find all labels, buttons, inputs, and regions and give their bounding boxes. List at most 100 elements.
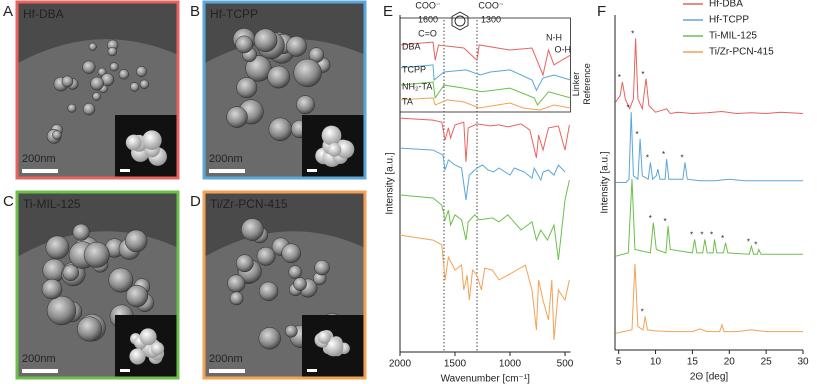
- particle: [235, 35, 253, 54]
- particle: [90, 76, 104, 91]
- panel-label: Ti-MIL-125: [23, 197, 81, 211]
- particle: [124, 229, 148, 253]
- particle: [293, 58, 322, 88]
- annotation: O-H: [555, 44, 572, 54]
- inset-scale-bar: [120, 169, 130, 172]
- x-tick-label: 25: [761, 357, 773, 368]
- legend-label: Ti/Zr-PCN-415: [709, 47, 774, 58]
- reference-label: DBA: [402, 41, 421, 51]
- series-line: [399, 41, 571, 77]
- particle: [61, 75, 74, 88]
- particle: [281, 243, 301, 264]
- micrograph: Hf-DBA 200nm: [15, 0, 180, 180]
- y-axis-label: Intensity [a.u.]: [385, 152, 396, 214]
- inset-scale-bar: [120, 369, 130, 372]
- particle: [46, 295, 77, 326]
- particle: [293, 277, 307, 291]
- peak-star: *: [700, 231, 703, 240]
- peak-star: *: [662, 150, 665, 159]
- peak-star: *: [754, 241, 757, 250]
- particle: [107, 46, 117, 57]
- x-axis-label: Wavenumber [cm⁻¹]: [441, 374, 531, 384]
- peak-star: *: [618, 73, 621, 82]
- particle: [227, 274, 246, 293]
- x-tick-label: 20: [724, 357, 736, 368]
- particle: [125, 284, 149, 308]
- scale-label: 200nm: [22, 153, 56, 165]
- inset-particle: [125, 134, 142, 151]
- micrograph: Ti/Zr-PCN-415 200nm: [202, 190, 367, 380]
- series-line: [399, 64, 571, 92]
- panel-label: Ti/Zr-PCN-415: [210, 197, 288, 211]
- annotation: Linker: [571, 72, 581, 97]
- series-line: [399, 81, 571, 106]
- x-tick-label: 15: [687, 357, 699, 368]
- peak-star: *: [636, 130, 639, 139]
- frame: [202, 190, 367, 380]
- series-line: [399, 147, 566, 201]
- inset-scale-bar: [307, 169, 317, 172]
- particle: [226, 106, 248, 128]
- particle: [296, 95, 315, 115]
- reference-line-label: 1600: [418, 14, 438, 24]
- particle: [267, 65, 290, 89]
- series-line: [399, 97, 571, 111]
- particle: [129, 82, 140, 92]
- particle: [83, 241, 110, 268]
- peak-star: *: [646, 154, 649, 163]
- reference-label: NH₂-TA: [402, 81, 432, 91]
- legend-label: Hf-DBA: [709, 0, 743, 10]
- particle: [77, 316, 102, 342]
- particle: [82, 60, 96, 74]
- scale-bar: [209, 369, 245, 373]
- inset-particle: [142, 130, 162, 150]
- y-axis-label: Intensity [a.u.]: [600, 151, 611, 213]
- particle: [45, 235, 70, 260]
- micrograph: Ti-MIL-125 200nm: [15, 190, 180, 380]
- particle: [118, 69, 129, 80]
- annotation: COO⁻: [415, 0, 441, 10]
- x-tick-label: 30: [797, 357, 809, 368]
- annotation: Reference: [582, 63, 592, 105]
- series-line: [399, 179, 570, 261]
- inset-particle: [317, 330, 331, 344]
- reference-label: TA: [402, 96, 413, 106]
- panel-letter: A: [3, 3, 13, 20]
- inset-particle: [327, 142, 342, 157]
- frame: [15, 0, 180, 180]
- series-line: [399, 234, 570, 340]
- peak-star: *: [680, 154, 683, 163]
- particle: [108, 267, 134, 293]
- series-line: [615, 38, 804, 115]
- particle: [82, 102, 96, 116]
- particle: [139, 79, 150, 89]
- x-tick-label: 500: [557, 359, 574, 370]
- x-tick-label: 1500: [444, 359, 467, 370]
- particle: [258, 281, 279, 301]
- panel-label: Hf-TCPP: [210, 7, 258, 21]
- series-line: [615, 179, 803, 257]
- scale-label: 200nm: [209, 353, 243, 365]
- inset-particle: [139, 328, 157, 346]
- legend-label: Hf-TCPP: [709, 15, 749, 26]
- x-tick-label: 5: [616, 357, 622, 368]
- annotation: N-H: [546, 32, 562, 42]
- peak-star: *: [627, 103, 630, 112]
- particle: [256, 246, 276, 266]
- particle: [288, 265, 302, 279]
- peak-star: *: [631, 30, 634, 39]
- particle: [258, 327, 281, 350]
- reference-label: TCPP: [402, 64, 426, 74]
- inset-scale-bar: [307, 369, 317, 372]
- peak-star: *: [710, 231, 713, 240]
- series-line: [615, 112, 803, 183]
- reference-line-label: 1300: [481, 14, 501, 24]
- peak-star: *: [641, 308, 644, 317]
- scale-label: 200nm: [209, 153, 243, 165]
- inset-particle: [150, 342, 165, 356]
- particle: [88, 42, 97, 51]
- panel-letter: E: [383, 3, 393, 20]
- particle: [268, 117, 292, 141]
- particle: [253, 28, 278, 53]
- panel-label: Hf-DBA: [23, 7, 64, 21]
